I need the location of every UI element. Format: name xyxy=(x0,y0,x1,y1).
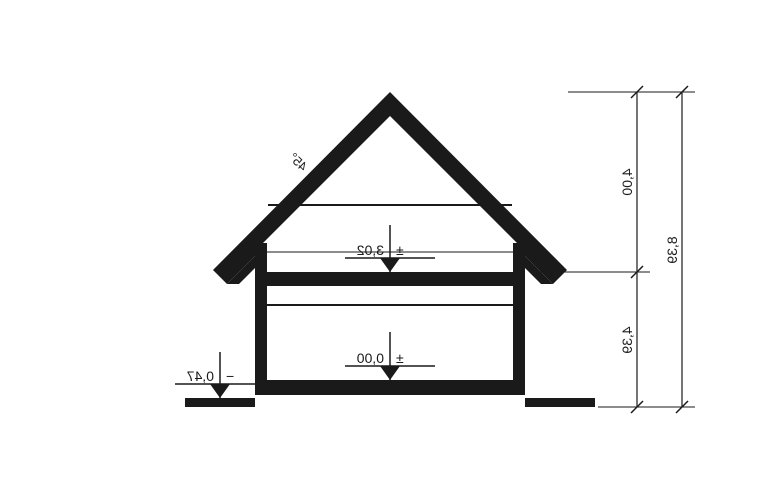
ground-skirt-right xyxy=(525,398,595,407)
svg-text:±: ± xyxy=(396,242,404,258)
dim-right-outer-total: 8,39 xyxy=(664,236,680,263)
svg-text:0,00: 0,00 xyxy=(357,350,384,366)
level-ground-prefix: ± xyxy=(396,350,404,366)
wall-right xyxy=(513,243,525,395)
upper-floor-slab xyxy=(255,272,525,286)
svg-text:4,00: 4,00 xyxy=(619,168,635,195)
level-ground-value: 0,00 xyxy=(357,350,384,366)
ground-skirt-left xyxy=(185,398,255,407)
svg-text:4,39: 4,39 xyxy=(619,326,635,353)
level-upper-value: 3,02 xyxy=(357,242,384,258)
wall-left xyxy=(255,243,267,395)
svg-text:45°: 45° xyxy=(286,150,311,175)
roof-angle-label: 45° xyxy=(286,150,311,175)
dim-right-inner-lower: 4,39 xyxy=(619,326,635,353)
ground-floor-slab xyxy=(255,380,525,395)
dim-right-inner-upper: 4,00 xyxy=(619,168,635,195)
level-upper-prefix: ± xyxy=(396,242,404,258)
svg-text:3,02: 3,02 xyxy=(357,242,384,258)
dim-right-inner: 4,00 4,39 xyxy=(619,86,643,413)
level-marker-ground: 0,00 ± xyxy=(345,332,435,380)
svg-text:0,47: 0,47 xyxy=(187,368,214,384)
svg-text:8,39: 8,39 xyxy=(664,236,680,263)
level-marker-upper: 3,02 ± xyxy=(345,225,435,272)
level-exterior-prefix: − xyxy=(226,368,234,384)
level-exterior-value: 0,47 xyxy=(187,368,214,384)
svg-text:−: − xyxy=(226,368,234,384)
svg-text:±: ± xyxy=(396,350,404,366)
section-diagram: 3,02 ± 0,00 ± 0,47 − 45° xyxy=(0,0,780,503)
level-marker-exterior: 0,47 − xyxy=(175,352,255,398)
dim-right-outer: 8,39 xyxy=(664,86,688,413)
